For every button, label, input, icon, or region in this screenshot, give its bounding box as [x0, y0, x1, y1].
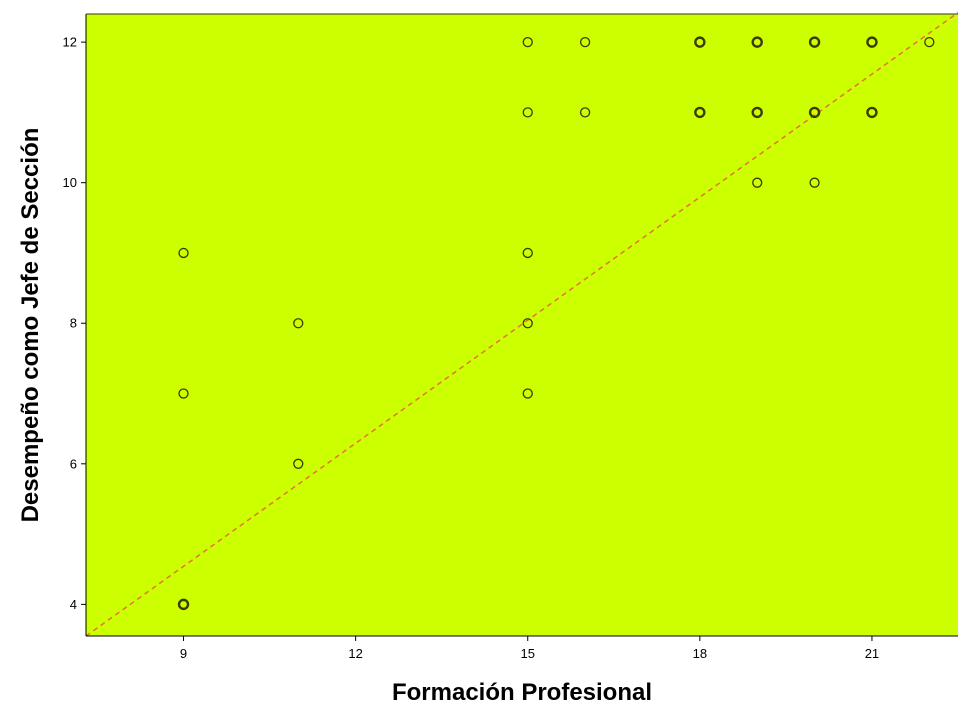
y-tick-label: 10	[63, 175, 77, 190]
scatter-point	[178, 388, 189, 399]
scatter-point	[522, 247, 533, 259]
scatter-point	[293, 458, 304, 469]
scatter-point	[522, 388, 533, 399]
scatter-point	[178, 247, 189, 259]
x-tick-label: 12	[348, 646, 362, 661]
scatter-point	[522, 36, 533, 48]
scatter-point	[579, 36, 591, 48]
x-tick-label: 21	[865, 646, 879, 661]
x-axis-title: Formación Profesional	[392, 679, 652, 704]
scatter-point	[293, 318, 304, 329]
scatter-point	[924, 36, 935, 48]
scatter-point	[752, 177, 763, 188]
scatter-point	[694, 36, 706, 48]
scatter-point	[694, 106, 706, 119]
x-tick-label: 15	[521, 646, 535, 661]
scatter-point	[809, 177, 820, 188]
scatter-point	[866, 36, 878, 48]
scatter-point	[522, 107, 533, 118]
scatter-point	[751, 36, 763, 48]
y-tick-label: 8	[70, 316, 77, 331]
x-tick-label: 18	[693, 646, 707, 661]
y-tick-label: 6	[70, 456, 77, 471]
scatter-point	[808, 106, 821, 119]
y-axis-title: Desempeño como Jefe de Sección	[17, 128, 44, 523]
scatter-point	[177, 598, 190, 611]
scatter-point	[866, 106, 878, 119]
scatter-point	[751, 106, 763, 119]
scatter-point	[808, 36, 821, 48]
x-tick-label: 9	[180, 646, 187, 661]
y-tick-label: 4	[70, 597, 77, 612]
scatter-point	[522, 318, 533, 329]
y-tick-label: 12	[63, 35, 77, 50]
scatter-point	[579, 107, 591, 118]
